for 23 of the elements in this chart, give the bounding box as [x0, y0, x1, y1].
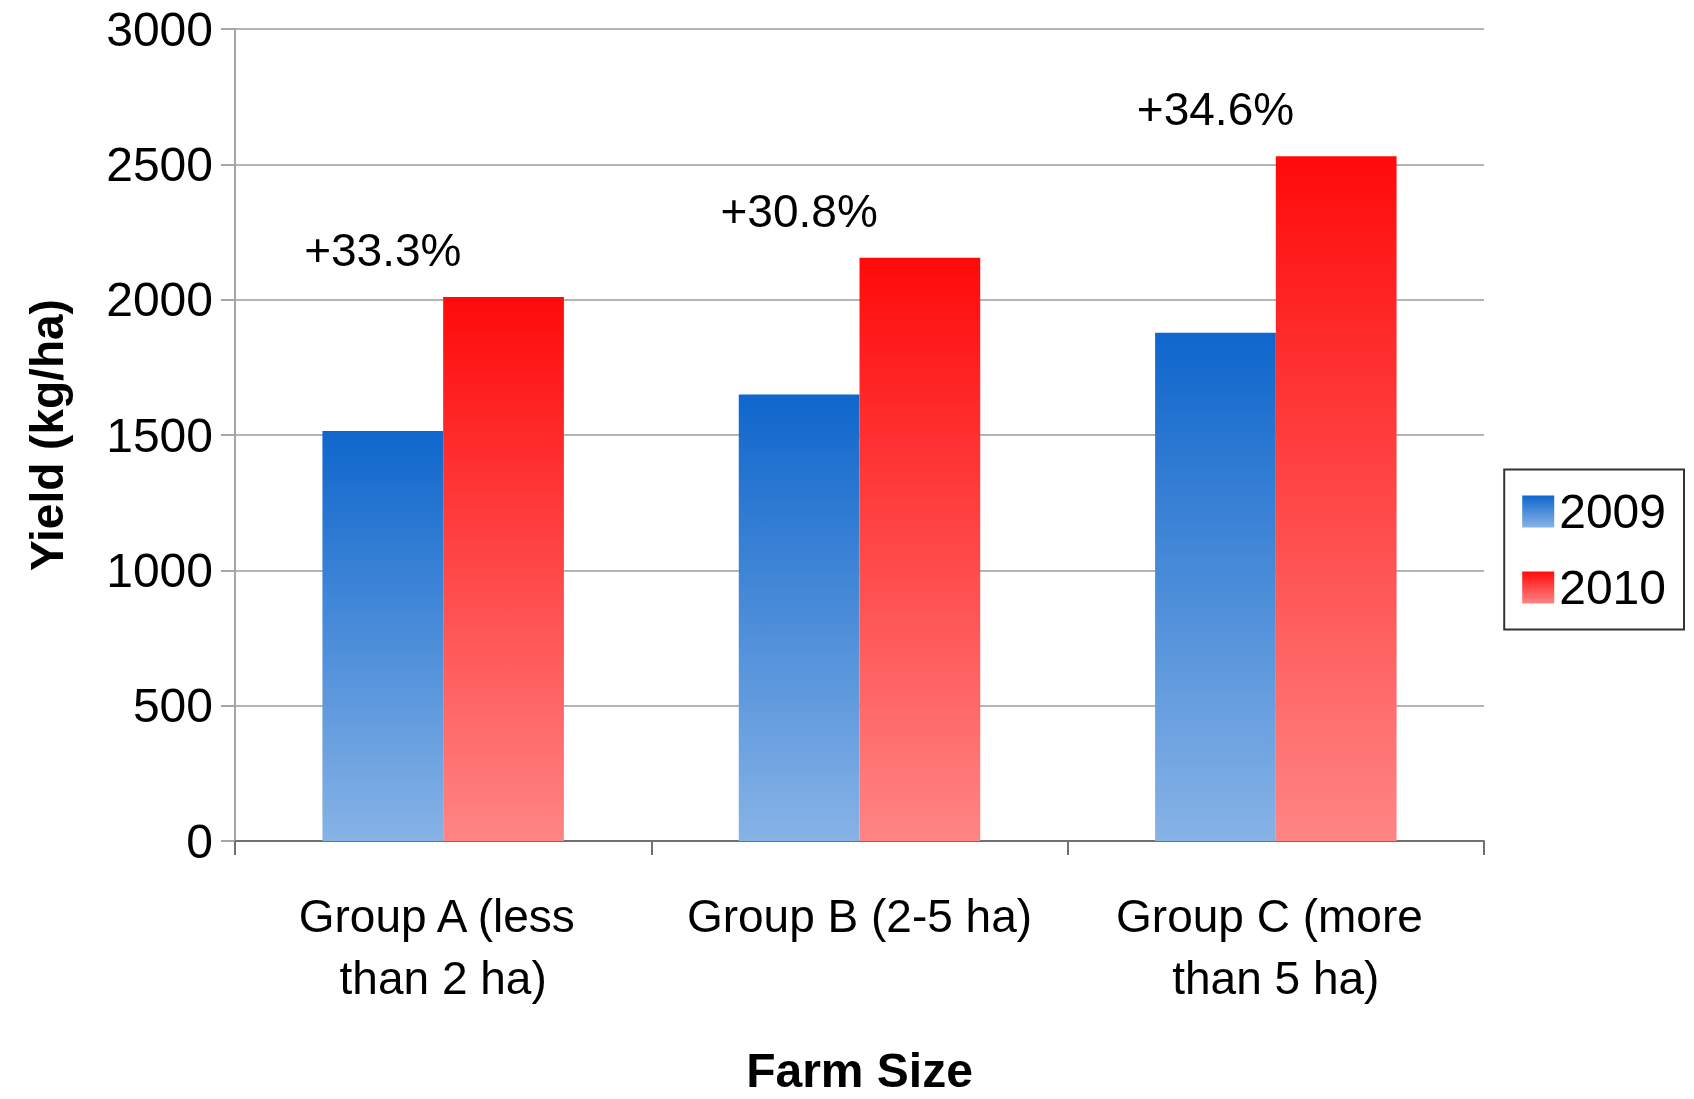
x-tick-label: Group A (less than 2 ha) [298, 890, 588, 1004]
y-axis-title: Yield (kg/ha) [21, 299, 73, 571]
annotation: +30.8% [720, 184, 878, 237]
y-tick-label: 0 [186, 814, 213, 868]
bar [859, 257, 981, 841]
annotation: +34.6% [1136, 83, 1295, 136]
x-tick-label: Group C (more than 5 ha) [1116, 890, 1436, 1004]
y-tick-label: 1000 [106, 543, 213, 597]
y-tick-label: 2500 [106, 137, 213, 191]
x-axis-title: Farm Size [746, 1043, 973, 1097]
y-tick-label: 2000 [106, 273, 213, 327]
y-tick-label: 3000 [106, 2, 213, 56]
bar [738, 394, 860, 841]
legend-label: 2010 [1559, 561, 1666, 614]
x-tick-label: Group B (2-5 ha) [686, 890, 1033, 942]
legend-label: 2009 [1559, 485, 1666, 538]
bar [322, 430, 444, 841]
y-tick-label: 500 [132, 679, 213, 733]
bar [1275, 156, 1397, 841]
bar [1155, 332, 1276, 841]
annotation: +33.3% [304, 223, 462, 276]
y-tick-label: 1500 [106, 408, 213, 462]
bar [443, 296, 564, 841]
